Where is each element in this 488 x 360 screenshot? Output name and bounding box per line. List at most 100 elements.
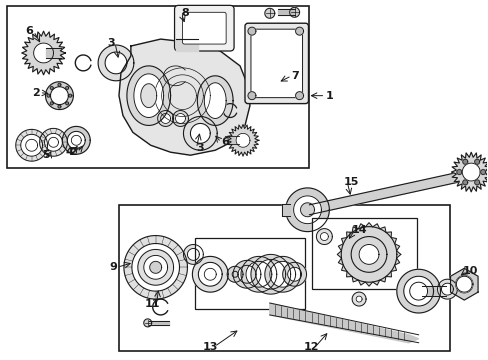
Polygon shape bbox=[316, 229, 332, 244]
Polygon shape bbox=[197, 76, 233, 125]
Polygon shape bbox=[134, 74, 163, 117]
Text: 3: 3 bbox=[196, 143, 203, 153]
Polygon shape bbox=[50, 87, 68, 105]
Text: 11: 11 bbox=[144, 299, 160, 309]
Polygon shape bbox=[183, 117, 217, 150]
Polygon shape bbox=[295, 27, 303, 35]
Polygon shape bbox=[161, 113, 170, 123]
Polygon shape bbox=[450, 152, 488, 192]
Polygon shape bbox=[132, 243, 179, 291]
Text: 3: 3 bbox=[107, 38, 115, 48]
Polygon shape bbox=[143, 255, 167, 279]
Polygon shape bbox=[300, 203, 314, 217]
Polygon shape bbox=[241, 256, 276, 292]
Polygon shape bbox=[441, 283, 452, 295]
Polygon shape bbox=[127, 66, 170, 125]
Polygon shape bbox=[269, 303, 418, 343]
Polygon shape bbox=[198, 262, 222, 286]
Text: 6: 6 bbox=[26, 26, 34, 36]
Polygon shape bbox=[40, 129, 67, 156]
Text: 14: 14 bbox=[350, 225, 366, 235]
Polygon shape bbox=[26, 139, 38, 151]
Polygon shape bbox=[71, 135, 81, 145]
Text: 15: 15 bbox=[343, 177, 358, 187]
Polygon shape bbox=[474, 180, 479, 185]
Polygon shape bbox=[157, 111, 173, 126]
Polygon shape bbox=[58, 105, 61, 108]
Polygon shape bbox=[47, 94, 50, 97]
Polygon shape bbox=[20, 134, 42, 156]
Polygon shape bbox=[44, 133, 62, 151]
Polygon shape bbox=[21, 31, 65, 75]
Text: 8: 8 bbox=[181, 8, 189, 18]
Polygon shape bbox=[480, 170, 485, 175]
Bar bbox=[312, 218, 416, 289]
Polygon shape bbox=[449, 268, 477, 300]
Polygon shape bbox=[337, 223, 400, 286]
Polygon shape bbox=[233, 260, 260, 288]
Polygon shape bbox=[204, 268, 216, 280]
Polygon shape bbox=[403, 276, 433, 306]
Polygon shape bbox=[50, 102, 53, 105]
Polygon shape bbox=[474, 159, 479, 164]
Text: 2: 2 bbox=[32, 88, 40, 98]
Polygon shape bbox=[247, 92, 255, 100]
Polygon shape bbox=[295, 92, 303, 100]
Polygon shape bbox=[98, 45, 134, 81]
Polygon shape bbox=[175, 113, 185, 123]
Text: 7: 7 bbox=[291, 71, 299, 81]
Polygon shape bbox=[105, 52, 127, 74]
Polygon shape bbox=[264, 8, 274, 18]
FancyBboxPatch shape bbox=[182, 12, 225, 44]
Polygon shape bbox=[287, 267, 301, 281]
Text: 10: 10 bbox=[462, 266, 477, 276]
Polygon shape bbox=[65, 86, 68, 89]
Polygon shape bbox=[45, 82, 73, 109]
Polygon shape bbox=[236, 133, 249, 147]
Polygon shape bbox=[409, 282, 427, 300]
Polygon shape bbox=[190, 123, 210, 143]
Polygon shape bbox=[119, 39, 249, 155]
Polygon shape bbox=[58, 83, 61, 86]
Bar bbox=[119, 205, 449, 351]
Text: 4: 4 bbox=[65, 147, 73, 157]
Bar bbox=[195, 238, 304, 309]
Polygon shape bbox=[16, 129, 47, 161]
Polygon shape bbox=[455, 276, 471, 292]
Polygon shape bbox=[226, 125, 258, 156]
Text: 6: 6 bbox=[221, 137, 228, 147]
Polygon shape bbox=[341, 227, 396, 282]
Polygon shape bbox=[141, 84, 156, 108]
Text: 5: 5 bbox=[41, 150, 49, 160]
Polygon shape bbox=[226, 266, 243, 282]
Text: 9: 9 bbox=[109, 262, 117, 272]
Polygon shape bbox=[320, 233, 327, 240]
Polygon shape bbox=[289, 7, 299, 17]
Polygon shape bbox=[192, 256, 228, 292]
Polygon shape bbox=[67, 131, 85, 149]
Polygon shape bbox=[232, 271, 238, 277]
Polygon shape bbox=[293, 196, 321, 224]
Polygon shape bbox=[350, 237, 386, 272]
Polygon shape bbox=[456, 170, 461, 175]
Polygon shape bbox=[462, 180, 467, 185]
Polygon shape bbox=[396, 269, 440, 313]
Polygon shape bbox=[34, 43, 53, 63]
Text: 13: 13 bbox=[202, 342, 218, 352]
Polygon shape bbox=[183, 244, 203, 264]
Polygon shape bbox=[285, 188, 328, 231]
Polygon shape bbox=[65, 102, 68, 105]
Polygon shape bbox=[172, 111, 188, 126]
Polygon shape bbox=[461, 163, 479, 181]
FancyBboxPatch shape bbox=[174, 5, 234, 51]
Polygon shape bbox=[462, 159, 467, 164]
Polygon shape bbox=[358, 244, 378, 264]
Polygon shape bbox=[282, 262, 306, 286]
Text: 1: 1 bbox=[325, 91, 332, 101]
Text: 2: 2 bbox=[69, 147, 77, 157]
Polygon shape bbox=[62, 126, 90, 154]
FancyBboxPatch shape bbox=[244, 23, 308, 104]
Polygon shape bbox=[355, 296, 361, 302]
Polygon shape bbox=[269, 261, 295, 287]
Polygon shape bbox=[143, 319, 151, 327]
